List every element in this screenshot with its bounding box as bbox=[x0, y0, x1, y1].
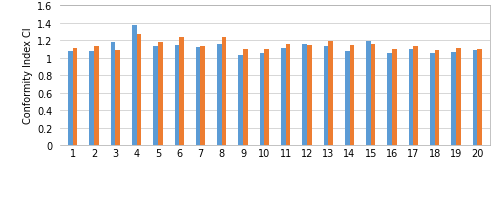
Bar bbox=[434, 50, 440, 145]
Y-axis label: Conformity Index CI: Conformity Index CI bbox=[23, 28, 33, 124]
Bar bbox=[328, 42, 333, 145]
Bar bbox=[371, 45, 376, 145]
Bar bbox=[68, 51, 73, 145]
Bar bbox=[90, 52, 94, 145]
Bar bbox=[324, 47, 328, 145]
Bar bbox=[472, 50, 477, 145]
Bar bbox=[302, 45, 307, 145]
Bar bbox=[94, 47, 98, 145]
Bar bbox=[179, 37, 184, 145]
Bar bbox=[136, 35, 141, 145]
Bar bbox=[414, 47, 418, 145]
Bar bbox=[110, 43, 116, 145]
Bar bbox=[260, 54, 264, 145]
Bar bbox=[452, 53, 456, 145]
Bar bbox=[388, 54, 392, 145]
Bar bbox=[281, 49, 285, 145]
Bar bbox=[350, 46, 354, 145]
Bar bbox=[408, 50, 414, 145]
Bar bbox=[222, 38, 226, 145]
Bar bbox=[200, 47, 205, 145]
Bar bbox=[174, 46, 179, 145]
Bar bbox=[430, 54, 434, 145]
Bar bbox=[264, 50, 269, 145]
Bar bbox=[477, 50, 482, 145]
Bar bbox=[217, 44, 222, 145]
Bar bbox=[153, 47, 158, 145]
Bar bbox=[243, 50, 248, 145]
Bar bbox=[238, 56, 243, 145]
Bar bbox=[73, 49, 78, 145]
Bar bbox=[132, 26, 136, 145]
Bar bbox=[286, 45, 290, 145]
Bar bbox=[345, 51, 350, 145]
Bar bbox=[366, 42, 371, 145]
Bar bbox=[392, 50, 397, 145]
Bar bbox=[196, 48, 200, 145]
Bar bbox=[307, 46, 312, 145]
Bar bbox=[116, 50, 120, 145]
Bar bbox=[158, 43, 162, 145]
Bar bbox=[456, 49, 460, 145]
